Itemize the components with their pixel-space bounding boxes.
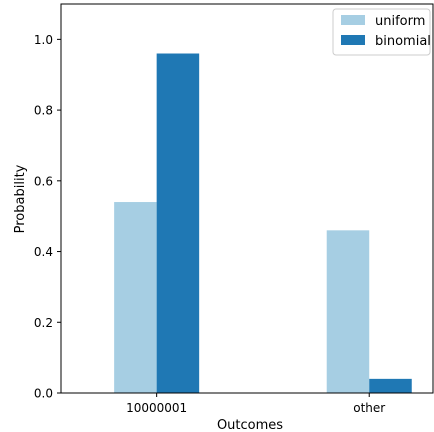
x-axis-label: Outcomes — [217, 418, 283, 432]
bar-binomial-other — [369, 378, 412, 393]
legend-swatch-uniform — [341, 15, 365, 25]
x-axis-ticks: 10000001 other — [126, 393, 385, 415]
y-tick-label: 0.4 — [34, 245, 53, 259]
legend-swatch-binomial — [341, 35, 365, 45]
y-tick-label: 0.8 — [34, 104, 53, 118]
legend-label-uniform: uniform — [375, 14, 425, 29]
bar-uniform-10000001 — [114, 202, 157, 393]
legend-label-binomial: binomial — [375, 34, 431, 49]
bars-group — [114, 53, 412, 393]
x-tick-label: other — [353, 401, 385, 415]
y-tick-label: 0.0 — [34, 387, 53, 401]
y-tick-label: 0.6 — [34, 174, 53, 188]
y-axis-ticks: 0.0 0.2 0.4 0.6 0.8 1.0 — [34, 33, 61, 401]
x-tick-label: 10000001 — [126, 401, 187, 415]
legend: uniform binomial — [332, 8, 431, 56]
plot-frame — [60, 3, 434, 394]
bar-uniform-other — [326, 230, 370, 393]
y-tick-label: 0.2 — [34, 316, 53, 330]
y-tick-label: 1.0 — [34, 33, 53, 47]
bar-binomial-10000001 — [156, 53, 200, 393]
y-axis-label: Probability — [13, 164, 28, 233]
